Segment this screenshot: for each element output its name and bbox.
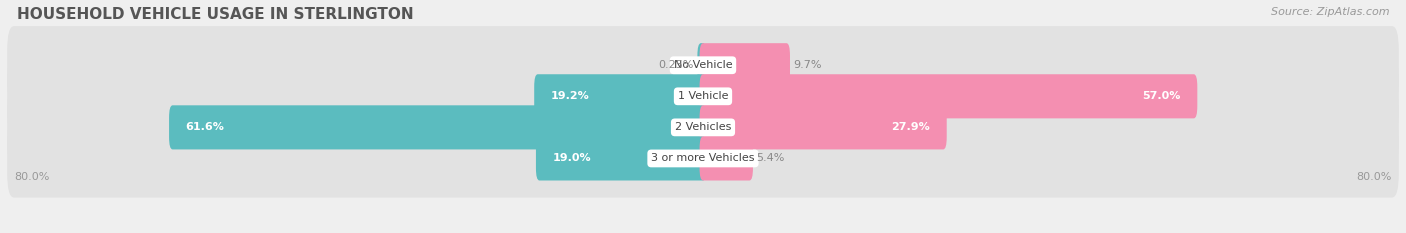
FancyBboxPatch shape [700,105,946,149]
Text: 1 Vehicle: 1 Vehicle [678,91,728,101]
FancyBboxPatch shape [7,88,1399,167]
FancyBboxPatch shape [700,43,790,87]
FancyBboxPatch shape [697,43,706,87]
Text: 19.2%: 19.2% [551,91,589,101]
FancyBboxPatch shape [534,74,706,118]
Text: No Vehicle: No Vehicle [673,60,733,70]
Text: 3 or more Vehicles: 3 or more Vehicles [651,154,755,163]
Text: 9.7%: 9.7% [793,60,823,70]
FancyBboxPatch shape [7,26,1399,104]
FancyBboxPatch shape [700,136,754,181]
Text: 5.4%: 5.4% [756,154,785,163]
FancyBboxPatch shape [7,57,1399,135]
Text: 27.9%: 27.9% [891,122,931,132]
Text: 80.0%: 80.0% [1357,172,1392,182]
Text: 19.0%: 19.0% [553,154,591,163]
FancyBboxPatch shape [169,105,706,149]
Text: 57.0%: 57.0% [1143,91,1181,101]
Text: 0.25%: 0.25% [658,60,695,70]
Text: 80.0%: 80.0% [14,172,49,182]
Text: 2 Vehicles: 2 Vehicles [675,122,731,132]
Text: HOUSEHOLD VEHICLE USAGE IN STERLINGTON: HOUSEHOLD VEHICLE USAGE IN STERLINGTON [17,7,413,22]
Text: 61.6%: 61.6% [186,122,225,132]
FancyBboxPatch shape [7,119,1399,198]
FancyBboxPatch shape [536,136,706,181]
Text: Source: ZipAtlas.com: Source: ZipAtlas.com [1271,7,1389,17]
FancyBboxPatch shape [700,74,1198,118]
